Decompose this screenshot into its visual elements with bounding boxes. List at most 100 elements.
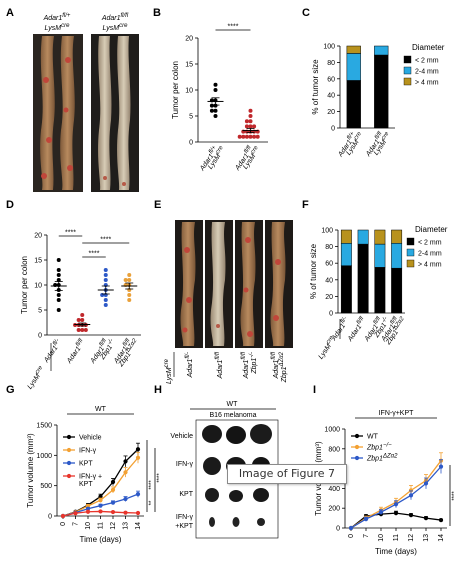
legend-marker	[66, 473, 72, 479]
legend-label: IFN-γ	[79, 448, 97, 455]
panel-label-b: B	[153, 7, 161, 19]
data-point	[103, 273, 108, 277]
panel-label-c: C	[302, 7, 310, 19]
data-point	[76, 328, 81, 332]
bar-segment	[374, 267, 386, 314]
data-point	[123, 459, 128, 464]
data-point	[408, 488, 414, 493]
svg-text:LysMcre: LysMcre	[103, 23, 129, 32]
colon-photo-a-left	[33, 34, 83, 192]
y-axis-label: Tumor volume (mm³)	[26, 433, 35, 508]
legend-label: < 2 mm	[418, 240, 442, 247]
legend-swatch	[406, 237, 415, 246]
bar-segment	[357, 243, 369, 314]
data-point	[209, 108, 214, 113]
panel-label-e: E	[154, 199, 161, 211]
data-point	[252, 134, 257, 139]
chart-header: WT	[95, 406, 107, 413]
data-point	[213, 103, 218, 108]
svg-text:Zbp1ΔZα2: Zbp1ΔZα2	[279, 351, 288, 383]
x-axis-label: Time (days)	[375, 547, 417, 556]
svg-text:Adar1fl/fl: Adar1fl/fl	[241, 351, 250, 379]
row-label: IFN-γ	[176, 514, 194, 521]
data-point	[378, 510, 384, 515]
y-tick-label: 0	[329, 311, 333, 318]
genotype-label: LysM	[45, 25, 62, 32]
bar-segment	[340, 243, 352, 266]
significance-label: ****	[149, 480, 155, 490]
data-point	[98, 494, 103, 499]
legend-swatch	[406, 259, 415, 268]
data-point	[241, 134, 246, 139]
svg-text:LysMcre: LysMcre	[45, 23, 71, 32]
data-point	[56, 293, 61, 297]
bar-segment	[346, 53, 361, 81]
data-point	[252, 124, 257, 129]
x-tick-label: 10	[378, 534, 385, 542]
data-point	[123, 470, 128, 475]
svg-text:Adar1fl/-: Adar1fl/-	[185, 352, 194, 378]
row-label: KPT	[179, 491, 193, 498]
y-tick-label: 40	[327, 93, 335, 100]
y-axis-label: Tumor per colon	[171, 61, 180, 119]
legend-label: IFN-γ +	[79, 474, 102, 481]
legend-swatch	[403, 77, 412, 86]
data-point	[103, 303, 108, 307]
data-point	[244, 119, 249, 124]
x-tick-label: 11	[98, 522, 105, 529]
bar-segment	[340, 229, 352, 244]
x-tick-label: Adar1fl/fl	[64, 337, 87, 365]
row-label: +KPT	[175, 523, 193, 530]
y-tick-label: 5	[189, 114, 193, 121]
data-point	[438, 517, 444, 523]
chart-d: 0 5 10 15 20 Tumor per colon Adar1fl/-Adar1fl/…	[20, 230, 141, 391]
data-point	[76, 318, 81, 322]
legend-swatch	[406, 248, 415, 257]
data-point	[98, 503, 103, 508]
data-point	[393, 511, 399, 516]
y-tick-label: 0	[189, 140, 193, 147]
data-point	[127, 273, 132, 277]
svg-text:Adar1fl/fl: Adar1fl/fl	[101, 13, 129, 22]
data-point	[110, 509, 116, 515]
svg-text:Adar1fl/fl: Adar1fl/fl	[271, 351, 280, 379]
y-tick-label: 10	[34, 283, 42, 290]
data-point	[408, 493, 414, 498]
row-label: LysMcre	[25, 364, 47, 390]
genotype-label: LysM	[103, 25, 120, 32]
svg-text:Adar1fl/fl: Adar1fl/fl	[215, 351, 224, 379]
data-point	[103, 278, 108, 282]
y-tick-label: 0	[38, 333, 42, 340]
bar-segment	[374, 229, 386, 245]
significance-label: ****	[65, 230, 76, 237]
legend-marker	[66, 460, 72, 466]
y-tick-label: 100	[323, 44, 335, 51]
y-tick-label: 1000	[36, 453, 52, 460]
data-point	[135, 455, 141, 460]
y-tick-label: 15	[34, 258, 42, 265]
panel-label-g: G	[6, 384, 15, 396]
bar-segment	[346, 45, 361, 54]
data-point	[56, 273, 61, 277]
data-point	[110, 479, 116, 485]
genotype-label: Adar1	[43, 15, 63, 22]
row-label: LysMcre	[316, 334, 338, 360]
data-point	[135, 492, 141, 497]
y-tick-label: 20	[327, 109, 335, 116]
data-point	[110, 500, 116, 505]
y-tick-label: 400	[328, 486, 340, 493]
y-tick-label: 100	[321, 228, 333, 235]
data-point	[80, 313, 85, 317]
data-point	[248, 114, 253, 118]
x-tick-label: 13	[423, 534, 430, 542]
panel-h-header: WT	[227, 401, 239, 408]
data-point	[80, 318, 85, 322]
x-tick-label: 10	[85, 522, 92, 530]
x-tick-label: 14	[135, 522, 142, 530]
legend-marker	[66, 447, 72, 453]
data-point	[56, 278, 61, 282]
x-tick-label: Adar1fl/-	[41, 338, 63, 365]
data-point	[123, 510, 128, 515]
